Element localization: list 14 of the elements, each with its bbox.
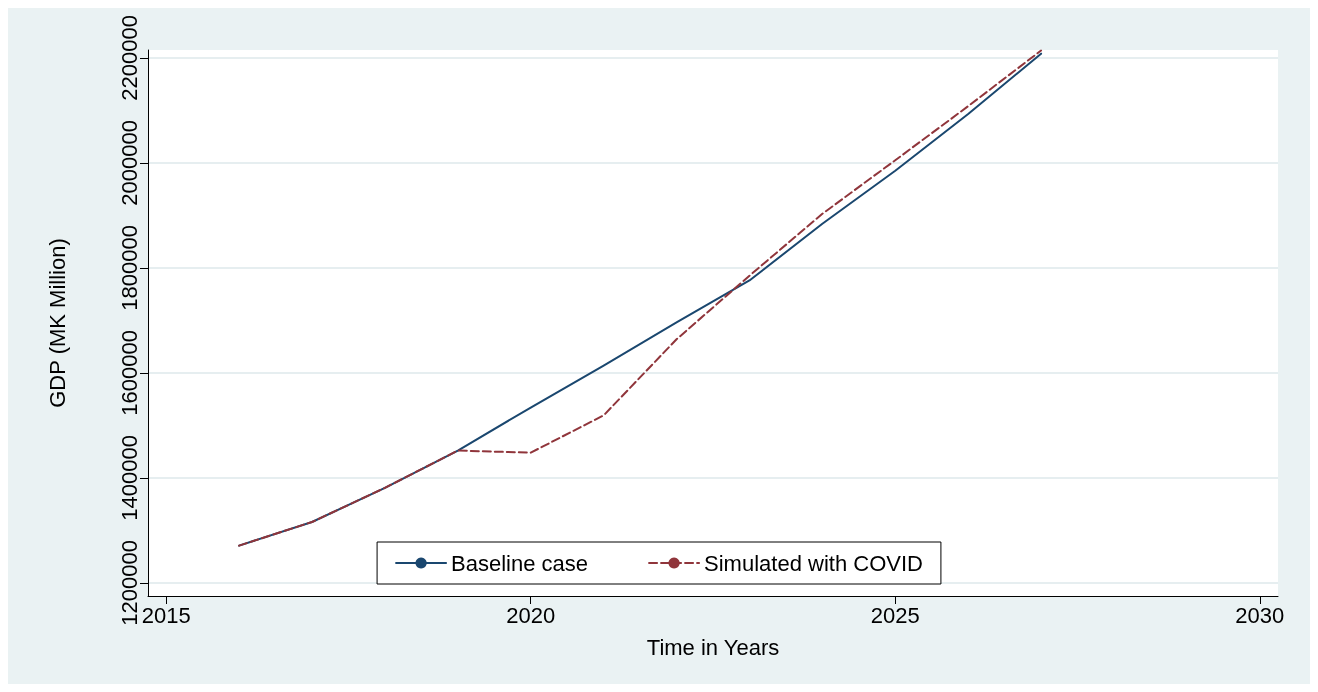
legend-label: Simulated with COVID <box>704 550 923 576</box>
x-tick-label: 2020 <box>506 602 556 628</box>
legend-label: Baseline case <box>451 550 589 576</box>
y-tick-label: 1800000 <box>116 225 142 311</box>
y-tick-label: 1400000 <box>116 435 142 521</box>
x-tick-label: 2015 <box>141 602 191 628</box>
y-tick-label: 1600000 <box>116 330 142 416</box>
y-tick-label: 2000000 <box>116 120 142 206</box>
y-tick-label: 1200000 <box>116 540 142 626</box>
x-tick-label: 2025 <box>870 602 920 628</box>
y-axis-title: GDP (MK Million) <box>44 238 70 408</box>
x-tick-label: 2030 <box>1235 602 1285 628</box>
y-tick-label: 2200000 <box>116 15 142 101</box>
x-axis-title: Time in Years <box>646 634 780 660</box>
